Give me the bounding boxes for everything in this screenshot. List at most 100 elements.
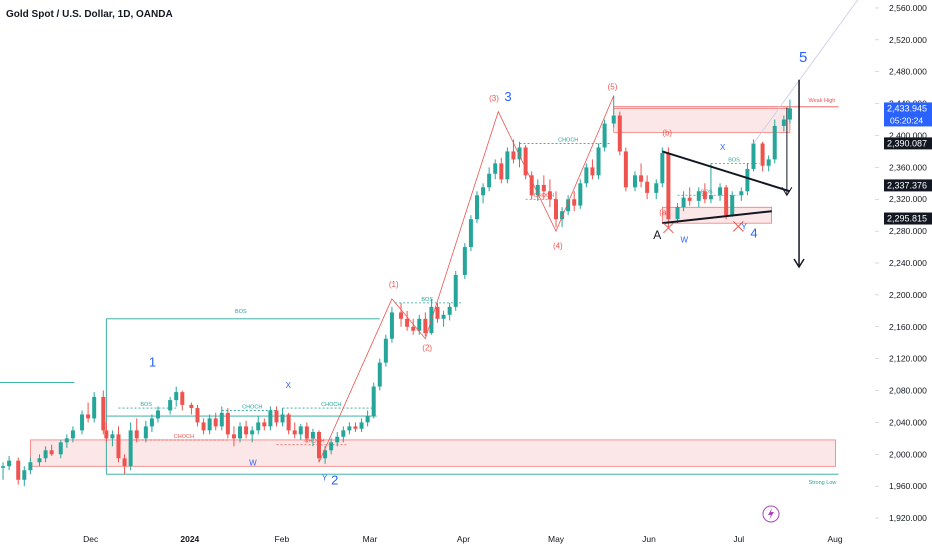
candle-body	[238, 426, 243, 439]
candle-body	[92, 396, 97, 419]
candle-body	[280, 414, 285, 423]
y-tick-label: 2,480.000	[889, 67, 927, 77]
candle-body	[80, 414, 85, 431]
elliott-wave-paths	[318, 0, 859, 463]
candle-body	[405, 318, 410, 327]
time-axis[interactable]: Dec 2024 Feb Mar Apr May Jun Jul Aug	[83, 534, 843, 544]
candle-body	[213, 418, 218, 427]
candle-body	[371, 386, 376, 417]
candle-body	[566, 199, 571, 212]
candle-body	[134, 430, 139, 439]
candle-body	[453, 274, 458, 307]
candle-body	[250, 430, 255, 435]
x-mark	[663, 222, 674, 234]
candle-body	[341, 430, 346, 437]
wave-1-label: 1	[149, 355, 156, 370]
candle-body	[584, 167, 589, 184]
y-tick-label: 2,000.000	[889, 449, 927, 459]
candle-body	[660, 153, 665, 184]
y-tick-label: 2,560.000	[889, 3, 927, 13]
candle-body	[323, 450, 328, 459]
choch-label: CHOCH	[558, 137, 578, 143]
candle-body	[505, 151, 510, 180]
candle-body	[745, 168, 750, 192]
candle-body	[335, 436, 340, 443]
candle-body	[487, 173, 492, 188]
price-box	[884, 212, 932, 225]
wave-y-label: Y	[322, 474, 328, 483]
candle-body	[101, 396, 106, 431]
candle-body	[702, 191, 707, 200]
candle-body	[28, 462, 33, 471]
y-tick-label: 2,360.000	[889, 162, 927, 172]
candle-body	[547, 191, 552, 200]
candle-body	[578, 183, 583, 206]
candle-body	[760, 143, 765, 166]
chart-title: Gold Spot / U.S. Dollar, 1D, OANDA	[6, 9, 173, 20]
candle-body	[231, 434, 236, 439]
candle-body	[596, 147, 601, 176]
candlestick-series	[1, 95, 792, 487]
candle-body	[298, 426, 303, 435]
candle-body	[781, 119, 786, 126]
wave-y2-label: Y	[741, 223, 747, 232]
price-box	[884, 179, 932, 192]
x-tick-label: Mar	[363, 534, 378, 544]
x-tick-label: Jul	[733, 534, 744, 544]
wave-2-label: 2	[331, 473, 338, 488]
candle-body	[523, 147, 528, 176]
candle-body	[383, 338, 388, 363]
candle-body	[590, 167, 595, 176]
candle-body	[310, 431, 315, 439]
candle-body	[377, 362, 382, 387]
candle-body	[687, 197, 692, 201]
candle-body	[143, 426, 148, 439]
choch-label: CHOCH	[321, 402, 341, 408]
candle-body	[447, 306, 452, 315]
candle-body	[468, 219, 473, 248]
candle-body	[553, 199, 558, 220]
price-box-value: 2,295.815	[887, 214, 927, 224]
candle-body	[37, 458, 42, 463]
candle-body	[399, 312, 404, 319]
wave-4-label: 4	[750, 226, 757, 241]
candle-body	[347, 426, 352, 431]
y-tick-label: 1,960.000	[889, 481, 927, 491]
candle-body	[541, 184, 546, 192]
candle-body	[708, 195, 713, 200]
choch-label: CHOCH	[242, 404, 262, 410]
candle-body	[632, 175, 637, 188]
candle-body	[70, 430, 75, 439]
wave-a-label: (a)	[659, 208, 669, 217]
candle-body	[304, 426, 309, 439]
bos-label: BOS	[701, 189, 713, 195]
y-tick-label: 2,120.000	[889, 354, 927, 364]
candle-body	[149, 418, 154, 427]
wave-2-paren-label: (2)	[422, 344, 432, 353]
candle-body	[751, 143, 756, 169]
candle-body	[611, 115, 616, 124]
candle-body	[155, 410, 160, 419]
wave-3-label: 3	[504, 89, 511, 104]
price-box-countdown: 05:20:24	[890, 115, 923, 125]
candle-body	[481, 187, 486, 196]
projection-line	[753, 0, 859, 144]
candle-body	[411, 326, 416, 331]
wave-x2-label: X	[720, 143, 726, 152]
price-axis[interactable]: 1,920.000 1,960.000 2,000.000 2,040.000 2,08…	[875, 3, 927, 523]
wave-5-paren-label: (5)	[608, 82, 618, 91]
structure-line-label: Strong Low	[809, 480, 837, 486]
candle-body	[730, 195, 735, 216]
x-tick-label: Apr	[457, 534, 470, 544]
zone-rect	[30, 439, 836, 467]
candle-body	[16, 460, 21, 480]
candle-body	[639, 175, 644, 182]
candle-body	[493, 163, 498, 174]
y-tick-label: 2,240.000	[889, 258, 927, 268]
lightning-icon[interactable]	[762, 505, 780, 523]
wave-x-label: X	[286, 381, 292, 390]
y-tick-label: 2,520.000	[889, 35, 927, 45]
choch-label: CHOCH	[304, 439, 324, 445]
y-tick-label: 2,040.000	[889, 417, 927, 427]
